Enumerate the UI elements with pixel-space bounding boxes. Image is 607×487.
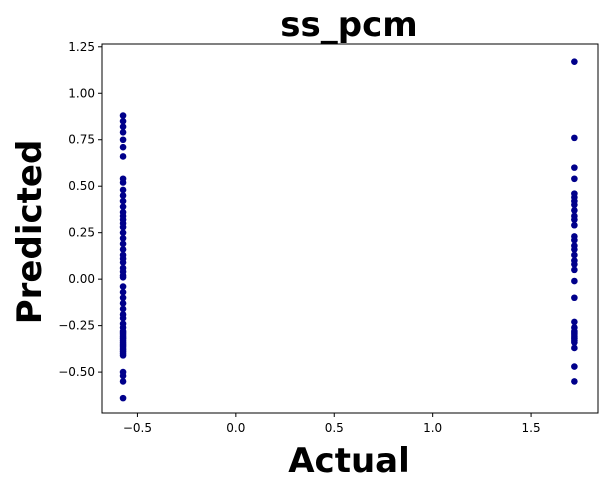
- data-point: [119, 112, 127, 119]
- data-point: [571, 58, 578, 65]
- x-tick-label: 1.5: [522, 421, 541, 435]
- y-tick-label: −0.50: [58, 365, 95, 379]
- data-point: [119, 197, 127, 205]
- data-point: [571, 221, 578, 229]
- data-point: [571, 266, 578, 274]
- data-point: [119, 223, 127, 231]
- data-point: [119, 288, 127, 296]
- data-point: [119, 394, 127, 402]
- data-point: [571, 207, 578, 214]
- y-tick-label: −0.25: [58, 319, 95, 333]
- data-point: [119, 229, 127, 236]
- data-point: [571, 344, 578, 352]
- data-point: [571, 216, 578, 223]
- x-tick-label: 0.0: [226, 421, 245, 435]
- data-point: [571, 175, 578, 183]
- data-point: [571, 363, 578, 370]
- y-tick-label: 0.00: [68, 272, 95, 286]
- data-point: [571, 246, 578, 253]
- y-tick-label: 1.00: [68, 86, 95, 100]
- y-axis-label: Predicted: [10, 140, 50, 325]
- data-point: [119, 246, 127, 253]
- data-point: [119, 314, 127, 322]
- x-tick-label: −0.5: [123, 421, 152, 435]
- x-axis: −0.5 0.0 0.5 1.0 1.5: [123, 413, 541, 435]
- data-point: [119, 192, 127, 199]
- data-point: [119, 186, 127, 194]
- data-point: [571, 260, 578, 268]
- data-point: [119, 129, 127, 136]
- data-point: [119, 136, 127, 144]
- y-axis: −0.50 −0.25 0.00 0.25 0.50 0.75 1.00 1.25: [58, 40, 102, 379]
- plot-frame: [101, 43, 599, 414]
- data-point: [119, 294, 127, 302]
- data-point: [119, 117, 127, 125]
- data-point: [119, 372, 127, 380]
- data-point: [571, 378, 578, 385]
- data-point: [119, 234, 127, 242]
- y-tick-label: 1.25: [68, 40, 95, 54]
- data-point: [119, 203, 127, 210]
- data-point: [119, 179, 127, 186]
- data-point: [571, 236, 578, 244]
- data-point: [571, 318, 578, 326]
- x-axis-label: Actual: [288, 441, 410, 481]
- data-point: [119, 305, 127, 313]
- data-point: [571, 277, 578, 285]
- data-point: [119, 352, 127, 359]
- data-points: [119, 58, 578, 402]
- data-point: [119, 378, 127, 385]
- x-tick-label: 1.0: [423, 421, 442, 435]
- data-point: [119, 240, 127, 248]
- chart-title: ss_pcm: [280, 5, 417, 45]
- y-tick-label: 0.75: [68, 133, 95, 147]
- y-tick-label: 0.25: [68, 226, 95, 240]
- y-tick-label: 0.50: [68, 179, 95, 193]
- data-point: [571, 134, 578, 142]
- data-point: [119, 300, 127, 307]
- data-point: [119, 123, 127, 131]
- data-point: [119, 143, 127, 151]
- data-point: [119, 259, 127, 266]
- data-point: [571, 294, 578, 302]
- data-point: [119, 283, 127, 290]
- data-point: [571, 164, 578, 171]
- data-point: [119, 153, 127, 160]
- x-tick-label: 0.5: [325, 421, 344, 435]
- data-point: [571, 201, 578, 209]
- data-point: [119, 274, 127, 281]
- data-point: [571, 339, 578, 346]
- data-point: [571, 251, 578, 259]
